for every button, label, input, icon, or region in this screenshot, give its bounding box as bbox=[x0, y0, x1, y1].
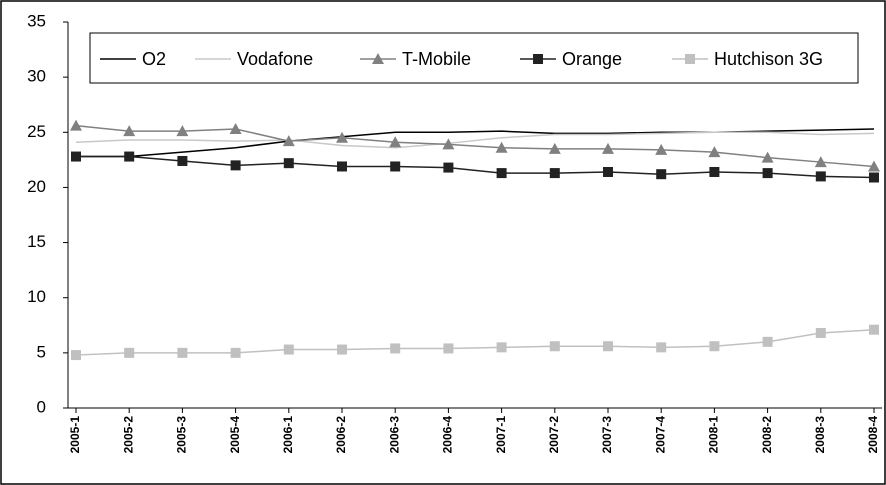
legend-box bbox=[89, 32, 859, 84]
data-point bbox=[495, 141, 508, 153]
legend-label: O2 bbox=[142, 49, 166, 69]
series-line bbox=[75, 131, 875, 149]
legend-label: Hutchison 3G bbox=[714, 49, 823, 69]
data-point bbox=[815, 171, 826, 182]
data-point bbox=[815, 328, 826, 339]
data-point bbox=[443, 343, 454, 354]
data-point bbox=[656, 169, 667, 180]
series-line bbox=[75, 124, 875, 168]
data-point bbox=[443, 162, 454, 173]
y-tick-label: 25 bbox=[27, 122, 46, 141]
data-point bbox=[282, 135, 295, 147]
data-point bbox=[549, 168, 560, 179]
data-point bbox=[71, 350, 81, 361]
y-tick-label: 10 bbox=[27, 287, 46, 306]
data-point bbox=[124, 151, 135, 162]
x-tick-label: 2005-3 bbox=[175, 416, 189, 454]
data-point bbox=[442, 138, 455, 150]
x-tick-label: 2005-4 bbox=[228, 416, 242, 454]
x-tick-label: 2008-2 bbox=[760, 416, 774, 454]
y-tick-label: 35 bbox=[27, 11, 46, 30]
data-point bbox=[869, 324, 879, 335]
series-line bbox=[75, 328, 875, 356]
data-point bbox=[337, 161, 347, 172]
x-tick-label: 2008-1 bbox=[707, 416, 721, 454]
data-point bbox=[868, 160, 880, 172]
data-point bbox=[496, 342, 507, 353]
data-point bbox=[762, 168, 773, 179]
data-point bbox=[814, 156, 827, 168]
data-point bbox=[124, 347, 135, 358]
data-point bbox=[71, 151, 81, 162]
data-point bbox=[762, 336, 773, 347]
data-point bbox=[230, 160, 241, 171]
y-tick-label: 20 bbox=[27, 177, 46, 196]
data-point bbox=[548, 142, 561, 154]
data-point bbox=[390, 343, 401, 354]
data-point bbox=[177, 155, 188, 166]
legend-marker bbox=[372, 53, 384, 64]
x-tick-label: 2006-3 bbox=[387, 416, 401, 454]
x-tick-label: 2007-1 bbox=[494, 416, 508, 454]
data-point bbox=[176, 125, 189, 137]
data-point bbox=[230, 347, 241, 358]
legend-label: T-Mobile bbox=[402, 49, 471, 69]
x-tick-label: 2006-2 bbox=[334, 416, 348, 454]
legend-label: Vodafone bbox=[237, 49, 313, 69]
x-tick-label: 2006-1 bbox=[281, 416, 295, 454]
data-point bbox=[70, 119, 82, 131]
data-point bbox=[708, 146, 721, 158]
x-tick-label: 2005-2 bbox=[121, 416, 135, 454]
x-tick-label: 2005-1 bbox=[68, 416, 82, 454]
x-tick-label: 2008-4 bbox=[866, 416, 880, 454]
data-point bbox=[656, 342, 667, 353]
data-point bbox=[496, 168, 507, 179]
data-point bbox=[336, 131, 348, 143]
legend-marker bbox=[533, 54, 543, 64]
data-point bbox=[337, 344, 347, 355]
x-tick-label: 2007-3 bbox=[600, 416, 614, 454]
data-point bbox=[603, 166, 613, 177]
data-point bbox=[123, 125, 136, 137]
data-point bbox=[602, 142, 614, 154]
x-tick-label: 2007-2 bbox=[547, 416, 561, 454]
series-line bbox=[76, 155, 875, 179]
y-tick-label: 0 bbox=[37, 397, 46, 416]
data-point bbox=[549, 341, 560, 352]
y-tick-label: 5 bbox=[37, 342, 46, 361]
data-point bbox=[709, 166, 720, 177]
data-point bbox=[229, 122, 242, 134]
data-point bbox=[283, 158, 294, 169]
y-tick-label: 15 bbox=[27, 232, 46, 251]
x-tick-label: 2007-4 bbox=[653, 416, 667, 454]
legend-label: Orange bbox=[562, 49, 622, 69]
data-point bbox=[177, 347, 188, 358]
data-point bbox=[709, 341, 720, 352]
data-point bbox=[283, 344, 294, 355]
data-point bbox=[761, 151, 774, 163]
y-tick-label: 30 bbox=[27, 67, 46, 86]
legend-marker bbox=[685, 54, 695, 64]
x-tick-label: 2008-3 bbox=[813, 416, 827, 454]
data-point bbox=[390, 161, 401, 172]
x-tick-label: 2006-4 bbox=[441, 416, 455, 454]
data-point bbox=[603, 341, 613, 352]
data-point bbox=[869, 172, 879, 183]
data-point bbox=[655, 143, 668, 155]
data-point bbox=[389, 136, 402, 148]
